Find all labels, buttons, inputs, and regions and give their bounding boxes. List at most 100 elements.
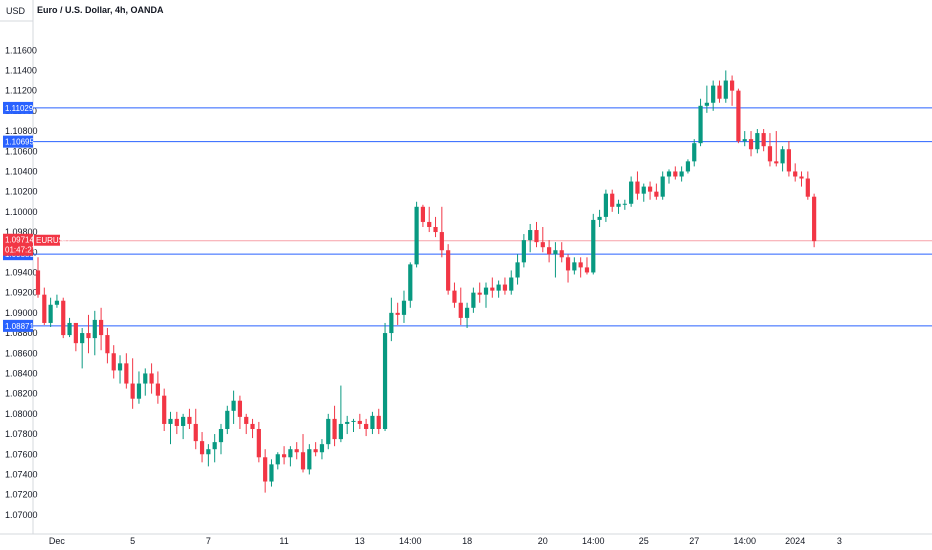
candle-body xyxy=(67,322,72,336)
line-price-badge-text: 1.11029 xyxy=(5,104,34,113)
last-price-text: 1.09714 xyxy=(5,236,34,245)
candle-body xyxy=(395,312,400,315)
candle-body xyxy=(218,429,224,443)
candle-body xyxy=(206,449,211,455)
line-price-badge xyxy=(3,101,33,114)
candle-body xyxy=(319,444,325,453)
candle-body xyxy=(92,319,97,339)
candles xyxy=(35,70,817,493)
candle-body xyxy=(622,203,627,205)
candle-body xyxy=(281,454,287,458)
candle-body xyxy=(174,418,179,426)
candle-body xyxy=(786,149,791,172)
candle-body xyxy=(105,335,110,354)
candle-body xyxy=(149,373,154,384)
candle-body xyxy=(244,416,249,424)
candle-body xyxy=(736,90,741,142)
candle-body xyxy=(275,454,280,465)
horizontal-lines xyxy=(33,107,932,327)
candle-body xyxy=(698,105,703,144)
candle-body xyxy=(162,395,167,424)
candle-body xyxy=(629,181,634,204)
symbol-badge xyxy=(34,234,60,246)
candle-body xyxy=(408,264,413,301)
x-tick-label: 13 xyxy=(355,536,365,546)
candle-body xyxy=(616,203,621,207)
symbol-badge-text: EURUSD xyxy=(36,236,70,245)
x-tick-label: 14:00 xyxy=(733,536,756,546)
candle-body xyxy=(187,416,192,424)
candle-body xyxy=(647,186,653,192)
candle-body xyxy=(256,429,261,458)
price-badges: 1.110291.106951.095811.088711.0971401:47… xyxy=(3,101,70,332)
candle-body xyxy=(540,242,545,248)
candle-body xyxy=(35,270,41,295)
candle-body xyxy=(42,294,47,323)
candle-body xyxy=(250,423,255,429)
candle-body xyxy=(124,363,129,384)
candle-body xyxy=(496,284,501,291)
candle-body xyxy=(370,415,375,429)
candle-body xyxy=(805,178,810,197)
y-tick-label: 1.08000 xyxy=(5,409,38,419)
candle-body xyxy=(364,423,369,429)
x-tick-label: 14:00 xyxy=(582,536,605,546)
candle-body xyxy=(723,80,728,99)
candle-body xyxy=(515,262,520,278)
candle-body xyxy=(774,161,779,164)
candle-body xyxy=(780,149,785,164)
x-tick-label: 14:00 xyxy=(399,536,422,546)
candle-body xyxy=(521,240,526,263)
candle-body xyxy=(99,319,104,336)
y-tick-label: 1.07000 xyxy=(5,510,38,520)
candle-body xyxy=(338,423,343,440)
candle-body xyxy=(452,290,457,303)
candle-body xyxy=(641,186,646,194)
candle-body xyxy=(357,420,362,424)
candle-body xyxy=(559,250,564,258)
y-tick-label: 1.07600 xyxy=(5,449,38,459)
candle-body xyxy=(755,133,760,150)
x-tick-label: Dec xyxy=(49,536,66,546)
candle-body xyxy=(660,176,665,197)
price-axis[interactable] xyxy=(0,0,33,550)
candle-body xyxy=(307,449,312,470)
candle-body xyxy=(382,333,388,429)
candle-body xyxy=(793,171,798,177)
candle-body xyxy=(326,418,331,445)
x-tick-label: 27 xyxy=(689,536,699,546)
candle-body xyxy=(313,449,318,453)
candle-body xyxy=(300,452,306,470)
candle-body xyxy=(483,287,489,295)
candle-body xyxy=(111,353,116,371)
x-tick-label: 20 xyxy=(538,536,548,546)
y-tick-label: 1.09800 xyxy=(5,227,38,237)
candle-body xyxy=(401,300,407,315)
y-tick-label: 1.11400 xyxy=(5,65,37,75)
candle-body xyxy=(685,161,691,172)
x-axis-ticks: Dec 5 7 11 13 14:00 18 20 14:00 25 27 14:00 2024 3 xyxy=(49,536,842,546)
candle-body xyxy=(799,176,804,179)
candle-body xyxy=(263,457,268,482)
x-tick-label: 25 xyxy=(639,536,649,546)
candle-body xyxy=(427,221,432,227)
candle-body xyxy=(225,410,230,429)
candle-body xyxy=(80,333,85,344)
candle-body xyxy=(730,80,735,91)
candle-body xyxy=(547,247,552,255)
line-price-badge xyxy=(3,319,33,332)
candle-body xyxy=(471,292,476,308)
candle-body xyxy=(490,287,495,291)
candle-body xyxy=(742,139,747,142)
candle-body xyxy=(199,441,205,455)
candle-body xyxy=(433,227,438,233)
line-price-badge xyxy=(3,135,33,148)
candle-body xyxy=(477,292,482,295)
candle-body xyxy=(666,171,672,177)
y-tick-label: 1.08600 xyxy=(5,348,38,358)
candle-body xyxy=(654,191,659,197)
candle-body xyxy=(168,418,173,424)
candle-body xyxy=(748,139,754,150)
candle-body xyxy=(61,300,66,336)
